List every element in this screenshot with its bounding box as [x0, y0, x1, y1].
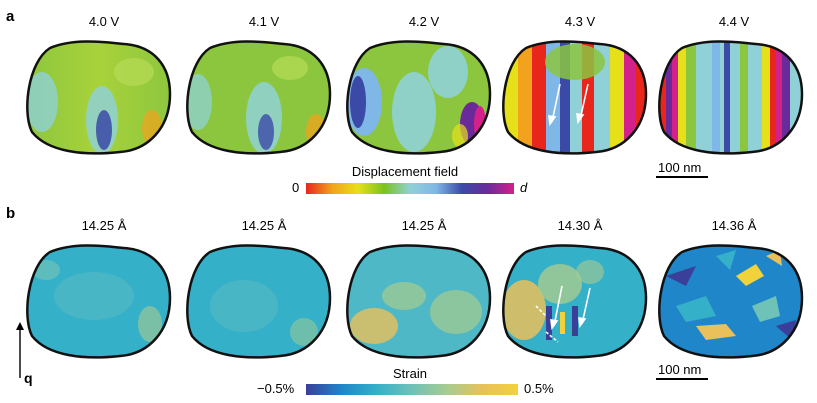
- scale-bar-a: [656, 176, 708, 178]
- strain-colorbar-title: Strain: [393, 366, 427, 381]
- voltage-label-2: 4.1 V: [248, 14, 280, 29]
- displacement-map-2: [186, 40, 332, 155]
- strain-map-1: [26, 244, 172, 359]
- voltage-label-5: 4.4 V: [718, 14, 750, 29]
- displacement-map-3: [346, 40, 492, 155]
- lattice-label-3: 14.25 Å: [401, 218, 447, 233]
- voltage-label-1: 4.0 V: [88, 14, 120, 29]
- strain-map-4: [502, 244, 648, 359]
- lattice-label-2: 14.25 Å: [241, 218, 287, 233]
- panel-b-letter: b: [6, 205, 16, 222]
- strain-map-5: [658, 244, 804, 359]
- strain-map-2: [186, 244, 332, 359]
- scale-label-b: 100 nm: [658, 362, 702, 377]
- panel-a-letter: a: [6, 8, 15, 25]
- displacement-colorbar-title: Displacement field: [351, 164, 459, 179]
- displacement-colorbar: [306, 183, 514, 194]
- arrow-indicators: [548, 83, 589, 127]
- displacement-colorbar-max: d: [520, 180, 528, 195]
- lattice-label-5: 14.36 Å: [711, 218, 757, 233]
- displacement-map-5: [658, 40, 804, 155]
- scale-bar-b: [656, 378, 708, 380]
- strain-map-3: [346, 244, 492, 359]
- arrow-indicators: [535, 285, 591, 343]
- voltage-label-3: 4.2 V: [408, 14, 440, 29]
- strain-colorbar-min: −0.5%: [257, 381, 295, 396]
- displacement-map-1: [26, 40, 172, 155]
- lattice-label-4: 14.30 Å: [557, 218, 603, 233]
- scale-label-a: 100 nm: [658, 160, 702, 175]
- voltage-label-4: 4.3 V: [564, 14, 596, 29]
- q-vector-arrow-icon: [16, 322, 24, 378]
- strain-colorbar-max: 0.5%: [524, 381, 554, 396]
- displacement-map-4: [502, 40, 648, 155]
- strain-colorbar: [306, 384, 518, 395]
- q-vector-label: q: [24, 370, 33, 386]
- displacement-colorbar-min: 0: [292, 180, 300, 195]
- lattice-label-1: 14.25 Å: [81, 218, 127, 233]
